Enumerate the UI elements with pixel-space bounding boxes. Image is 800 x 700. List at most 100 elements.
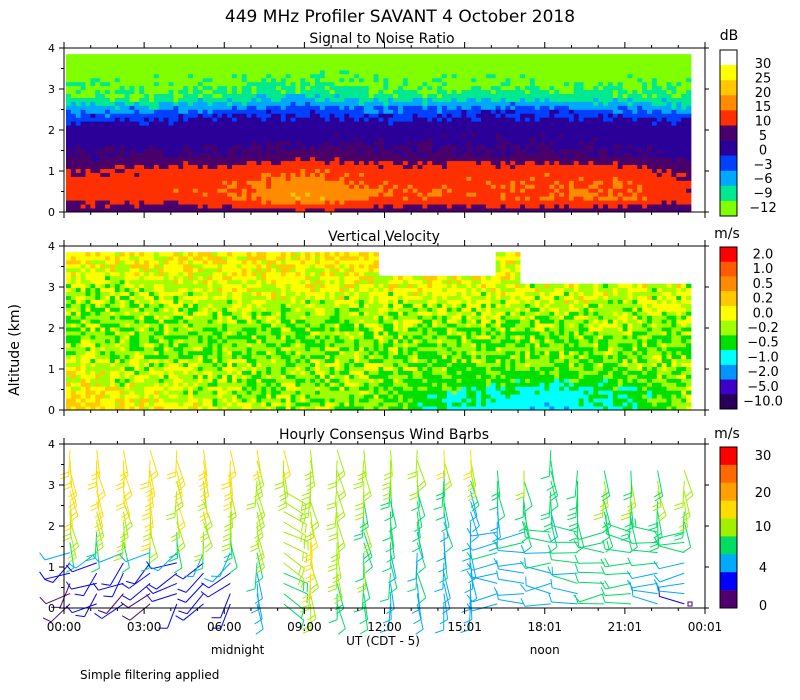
heatmap-cell [495,180,501,185]
heatmap-cell [124,105,130,110]
heatmap-cell [153,176,160,181]
heatmap-cell [622,160,628,166]
heatmap-cell [373,93,379,98]
heatmap-cell [363,121,370,126]
heatmap-cell [593,62,599,67]
heatmap-cell [451,54,458,59]
heatmap-cell [300,140,306,146]
heatmap-cell [578,105,584,110]
heatmap-cell [583,137,589,142]
heatmap-cell [212,62,218,67]
heatmap-cell [119,168,125,173]
heatmap-cell [222,117,228,122]
heatmap-cell [168,54,174,59]
heatmap-cell [632,117,638,122]
heatmap-cell [373,148,379,154]
heatmap-cell [393,58,399,63]
heatmap-cell [153,125,160,130]
heatmap-cell [456,172,462,177]
heatmap-cell [70,109,77,114]
heatmap-cell [192,204,199,209]
heatmap-cell [617,184,624,189]
heatmap-cell [671,204,677,209]
heatmap-cell [412,77,418,83]
heatmap-cell [178,97,184,102]
heatmap-cell [192,65,199,71]
heatmap-cell [95,58,101,63]
heatmap-cell [153,105,160,110]
heatmap-cell [373,54,379,59]
heatmap-cell [559,144,565,150]
heatmap-cell [334,184,340,189]
heatmap-cell [324,208,331,213]
heatmap-cell [402,58,409,63]
heatmap-cell [95,192,101,197]
heatmap-cell [168,172,174,177]
heatmap-cell [402,144,409,150]
heatmap-cell [358,113,365,118]
heatmap-cell [402,156,409,162]
heatmap-cell [90,73,96,79]
heatmap-cell [481,97,487,102]
heatmap-cell [402,180,409,185]
heatmap-cell [471,192,477,197]
heatmap-cell [241,208,248,213]
heatmap-cell [593,200,599,205]
heatmap-cell [236,140,243,146]
heatmap-cell [446,101,453,106]
heatmap-cell [241,65,248,71]
heatmap-cell [207,168,213,173]
heatmap-cell [95,109,101,114]
heatmap-cell [222,113,228,118]
heatmap-cell [588,129,594,134]
heatmap-cell [241,105,248,110]
heatmap-cell [202,129,208,134]
heatmap-cell [559,188,565,193]
heatmap-cell [490,117,497,122]
heatmap-cell [446,180,453,185]
heatmap-cell [183,109,189,114]
heatmap-cell [564,192,570,197]
heatmap-cell [524,77,531,83]
heatmap-cell [295,62,301,67]
heatmap-cell [192,105,199,110]
heatmap-cell [271,196,277,201]
heatmap-cell [632,58,638,63]
heatmap-cell [656,137,663,142]
heatmap-cell [324,101,331,106]
heatmap-cell [324,152,331,158]
heatmap-cell [236,58,243,63]
heatmap-cell [383,200,389,205]
heatmap-cell [422,105,428,110]
heatmap-cell [266,93,272,98]
heatmap-cell [647,81,653,87]
heatmap-cell [427,180,433,185]
heatmap-cell [451,164,458,169]
heatmap-cell [271,188,277,193]
heatmap-cell [603,62,609,67]
heatmap-cell [515,65,521,71]
heatmap-cell [344,168,350,173]
heatmap-cell [153,113,160,118]
heatmap-cell [90,137,96,142]
heatmap-cell [539,144,545,150]
heatmap-cell [227,125,233,130]
heatmap-cell [354,65,360,71]
heatmap-cell [368,125,374,130]
heatmap-cell [75,89,82,95]
heatmap-cell [236,125,243,130]
heatmap-cell [227,184,233,189]
heatmap-cell [598,192,604,197]
heatmap-cell [666,85,672,91]
heatmap-cell [310,152,316,158]
heatmap-cell [505,73,511,79]
heatmap-cell [505,200,511,205]
heatmap-cell [441,73,448,79]
heatmap-cell [285,73,291,79]
heatmap-cell [319,172,326,177]
heatmap-cell [95,176,101,181]
heatmap-cell [500,89,506,95]
heatmap-cell [656,54,663,59]
heatmap-cell [383,109,389,114]
heatmap-cell [109,133,116,138]
